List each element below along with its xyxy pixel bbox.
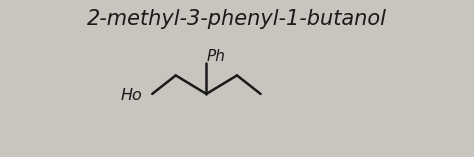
Text: Ph: Ph <box>206 49 225 64</box>
Text: 2-methyl-3-phenyl-1-butanol: 2-methyl-3-phenyl-1-butanol <box>87 9 387 29</box>
Text: Ho: Ho <box>120 88 142 103</box>
